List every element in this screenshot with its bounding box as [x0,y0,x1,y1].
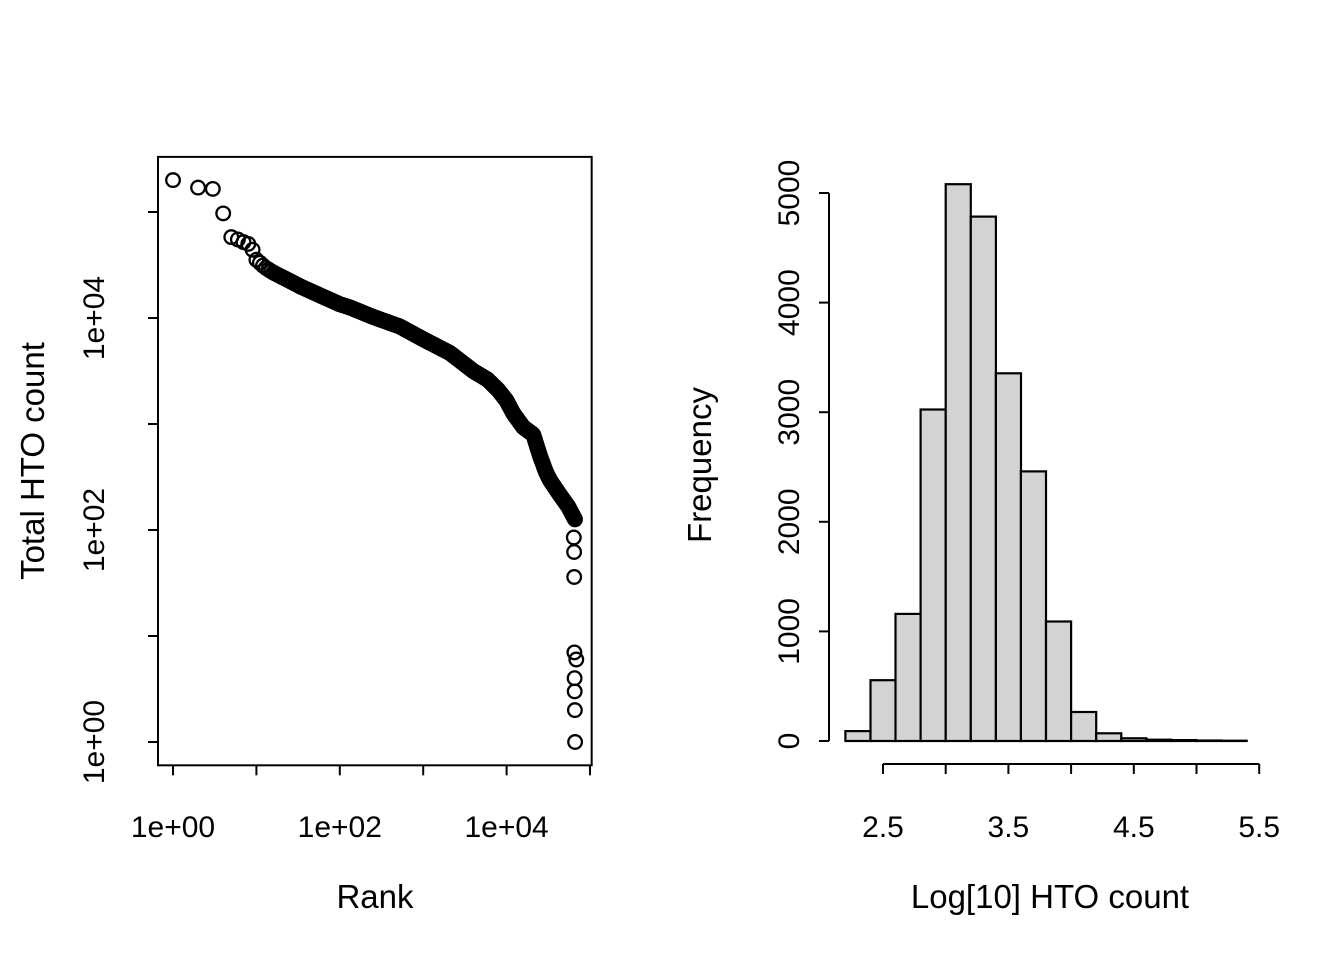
scatter-point-tail [567,734,584,750]
x-tick-label: 4.5 [1113,811,1155,844]
hist-bar [994,372,1023,743]
hto-histogram: 0 1000 2000 3000 4000 5000 2.5 3.5 4.5 5.5 [773,160,1280,844]
scatter-point-tail [566,544,583,560]
scatter-point-head [190,179,207,196]
plot-box [156,155,593,767]
rank-plot: 1e+00 1e+02 1e+04 1e+00 1e+02 1e+04 [78,155,593,844]
scatter-point-tail [568,651,585,668]
hist-bar [1044,620,1073,743]
scatter-point-band [567,511,583,528]
scatter-point-head [215,205,232,222]
scatter-point-tail [566,683,583,700]
x-tick-label: 1e+02 [298,811,382,844]
y-tick-label: 3000 [773,379,806,446]
y-tick-label: 0 [773,733,806,750]
hist-bar [1095,732,1123,743]
hist-bar [894,612,922,743]
y-tick-label: 1e+04 [78,276,111,360]
x-tick-label: 3.5 [988,811,1030,844]
y-tick-label: 1e+00 [78,700,111,784]
scatter-point-head [165,172,181,189]
x-tick-label: 2.5 [862,811,904,844]
scatter-point-head [244,241,261,258]
hist-x-axis-title: Log[10] HTO count [911,878,1189,915]
scatter-point-tail [566,644,583,661]
hist-bar [869,679,897,743]
y-tick-label: 4000 [773,269,806,336]
hist-bar [1019,470,1048,743]
hist-y-axis-title: Frequency [681,387,718,543]
y-tick-label: 1000 [773,598,806,665]
hist-bar [969,215,997,743]
x-tick-label: 1e+04 [464,811,548,844]
hist-bar [844,729,872,743]
y-tick-label: 5000 [773,160,806,227]
x-tick-label: 5.5 [1238,811,1280,844]
hist-bar [1145,738,1173,743]
scatter-point-tail [566,702,583,719]
hist-bar [944,183,972,743]
y-tick-label: 2000 [773,488,806,555]
rank-plot-y-axis-title: Total HTO count [14,342,51,580]
scatter-point-head [204,180,221,197]
hist-bar [1195,739,1223,743]
rank-plot-x-axis-title: Rank [336,878,414,915]
hist-bar [919,408,947,743]
x-tick-label: 1e+00 [131,811,215,844]
y-tick-label: 1e+02 [78,488,111,572]
scatter-point-tail [566,569,583,585]
hist-bar [1069,710,1098,743]
hist-bar [1170,738,1198,743]
hist-bar [1120,737,1148,743]
